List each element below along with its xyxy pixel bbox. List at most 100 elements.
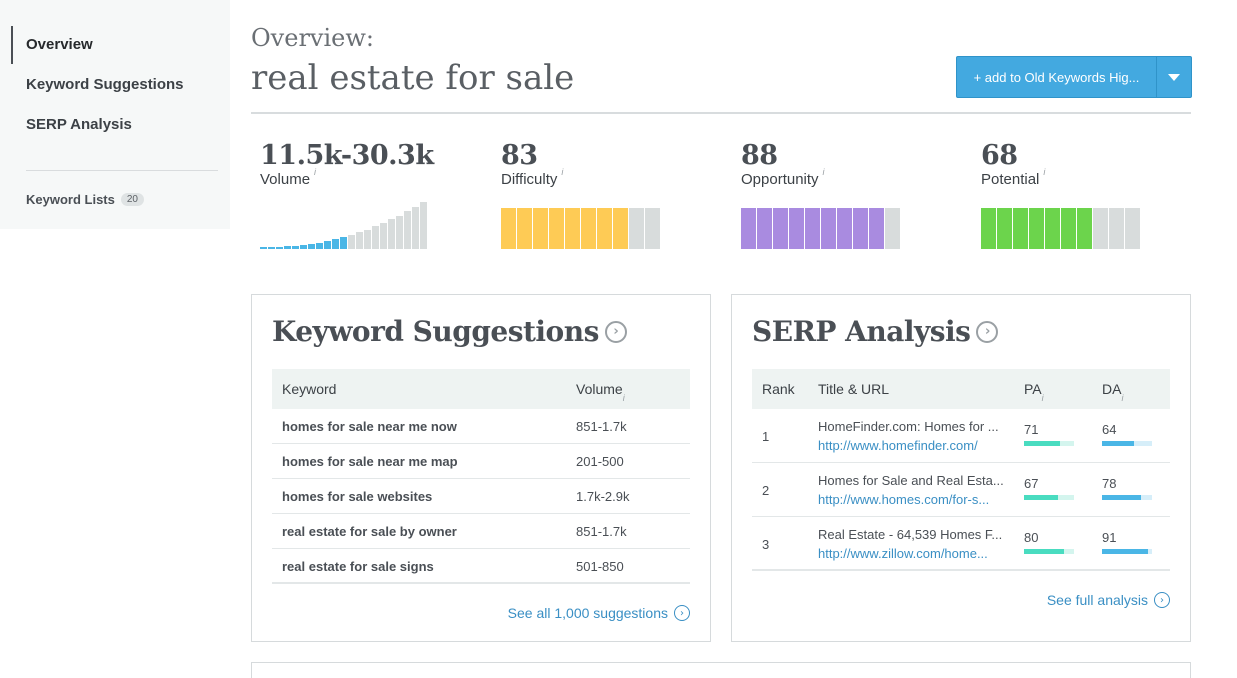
info-icon[interactable]: i [561, 167, 564, 177]
volume-cell: 851-1.7k [576, 524, 627, 539]
table-row: real estate for sale by owner 851-1.7k [272, 514, 690, 549]
volume-trend-bar [388, 219, 395, 249]
score-segment [805, 208, 820, 249]
score-segment [837, 208, 852, 249]
keyword-cell: homes for sale near me now [282, 419, 457, 434]
volume-trend-bar [420, 202, 427, 249]
sidebar-item-overview[interactable]: Overview [26, 36, 93, 53]
chevron-right-icon[interactable]: › [604, 320, 627, 343]
score-segment [821, 208, 836, 249]
table-row: homes for sale near me map 201-500 [272, 444, 690, 479]
sidebar: Overview Keyword Suggestions SERP Analys… [0, 0, 230, 229]
metric-label: Potential [981, 171, 1040, 188]
see-full-analysis-link[interactable]: See full analysis › [1047, 592, 1170, 608]
add-to-list-button[interactable]: + add to Old Keywords Hig... [957, 57, 1157, 97]
score-segment [501, 208, 516, 249]
table-header: Keyword Volume i [272, 369, 690, 409]
volume-trend-bar [260, 247, 267, 249]
header-divider [251, 112, 1191, 114]
keyword-cell: real estate for sale signs [282, 559, 434, 574]
score-segment [597, 208, 612, 249]
add-to-list-button-group: + add to Old Keywords Hig... [956, 56, 1192, 98]
volume-trend-bar [380, 223, 387, 249]
panel-title: Keyword Suggestions › [272, 315, 627, 348]
score-segment [1125, 208, 1140, 249]
score-segment [565, 208, 580, 249]
volume-trend-bar [372, 226, 379, 249]
metric-label-row: Potential i [981, 167, 1201, 188]
rank-cell: 1 [762, 429, 770, 444]
metric-value: 68 [981, 140, 1018, 171]
info-icon[interactable]: i [622, 393, 625, 403]
column-header-keyword[interactable]: Keyword [282, 381, 337, 397]
volume-trend-bar [348, 235, 355, 249]
result-url-link[interactable]: http://www.homefinder.com/ [818, 438, 978, 453]
column-header-rank[interactable]: Rank [762, 381, 795, 397]
volume-trend-bar [268, 247, 275, 249]
keyword-cell: real estate for sale by owner [282, 524, 457, 539]
score-segment [789, 208, 804, 249]
info-icon[interactable]: i [1041, 393, 1044, 403]
column-header-volume[interactable]: Volume i [576, 381, 625, 403]
table-row: homes for sale websites 1.7k-2.9k [272, 479, 690, 514]
sidebar-item-keyword-lists[interactable]: Keyword Lists 20 [26, 192, 144, 207]
result-title: HomeFinder.com: Homes for ... [818, 419, 999, 434]
sidebar-item-serp-analysis[interactable]: SERP Analysis [26, 116, 132, 133]
volume-cell: 851-1.7k [576, 419, 627, 434]
rank-cell: 3 [762, 537, 770, 552]
score-segment [613, 208, 628, 249]
chevron-right-icon[interactable]: › [976, 320, 999, 343]
score-segment [981, 208, 996, 249]
info-icon[interactable]: i [1043, 167, 1046, 177]
keyword-cell: homes for sale websites [282, 489, 433, 504]
serp-analysis-panel: SERP Analysis › Rank Title & URL PA i DA… [731, 294, 1191, 642]
score-segment [645, 208, 660, 249]
sidebar-divider [26, 170, 218, 171]
rank-cell: 2 [762, 483, 770, 498]
score-segment [853, 208, 868, 249]
score-segment [757, 208, 772, 249]
volume-trend-bar [316, 243, 323, 249]
column-header-volume-label: Volume [576, 381, 623, 397]
metric-label: Volume [260, 171, 311, 188]
volume-trend-bar [324, 241, 331, 249]
volume-trend-bar [284, 246, 291, 249]
metric-label: Difficulty [501, 171, 558, 188]
metric-label-row: Opportunity i [741, 167, 961, 188]
serp-analysis-title: SERP Analysis [752, 315, 971, 348]
info-icon[interactable]: i [1121, 393, 1124, 403]
volume-trend-bar [300, 245, 307, 249]
column-header-title-url[interactable]: Title & URL [818, 381, 890, 397]
table-row: real estate for sale signs 501-850 [272, 549, 690, 584]
see-full-analysis-label: See full analysis [1046, 592, 1148, 608]
see-all-suggestions-label: See all 1,000 suggestions [507, 605, 668, 621]
keyword-lists-count-badge: 20 [120, 193, 144, 206]
da-bar-fill [1102, 495, 1141, 500]
volume-trend-bar [340, 237, 347, 249]
table-row: homes for sale near me now 851-1.7k [272, 409, 690, 444]
volume-cell: 201-500 [576, 454, 624, 469]
volume-trend-bar [292, 246, 299, 249]
table-header: Rank Title & URL PA i DA i [752, 369, 1170, 409]
info-icon[interactable]: i [822, 167, 825, 177]
score-segment [1045, 208, 1060, 249]
pa-bar [1024, 549, 1074, 554]
difficulty-score-bar [501, 208, 660, 249]
volume-trend-bar [404, 211, 411, 249]
volume-trend-bar [276, 247, 283, 249]
result-url-link[interactable]: http://www.zillow.com/home... [818, 546, 988, 561]
chevron-down-icon [1168, 73, 1180, 81]
result-url-link[interactable]: http://www.homes.com/for-s... [818, 492, 990, 507]
see-all-suggestions-link[interactable]: See all 1,000 suggestions › [508, 605, 690, 621]
info-icon[interactable]: i [314, 167, 317, 177]
column-header-da[interactable]: DA i [1102, 381, 1123, 403]
score-segment [549, 208, 564, 249]
metric-opportunity: 88 Opportunity i [741, 140, 961, 249]
list-dropdown-button[interactable] [1157, 57, 1191, 97]
da-bar-fill [1102, 549, 1148, 554]
column-header-pa[interactable]: PA i [1024, 381, 1044, 403]
chevron-right-icon: › [1154, 592, 1170, 608]
metric-difficulty: 83 Difficulty i [501, 140, 721, 249]
page-subtitle: Overview: [251, 24, 374, 52]
sidebar-item-keyword-suggestions[interactable]: Keyword Suggestions [26, 76, 184, 93]
